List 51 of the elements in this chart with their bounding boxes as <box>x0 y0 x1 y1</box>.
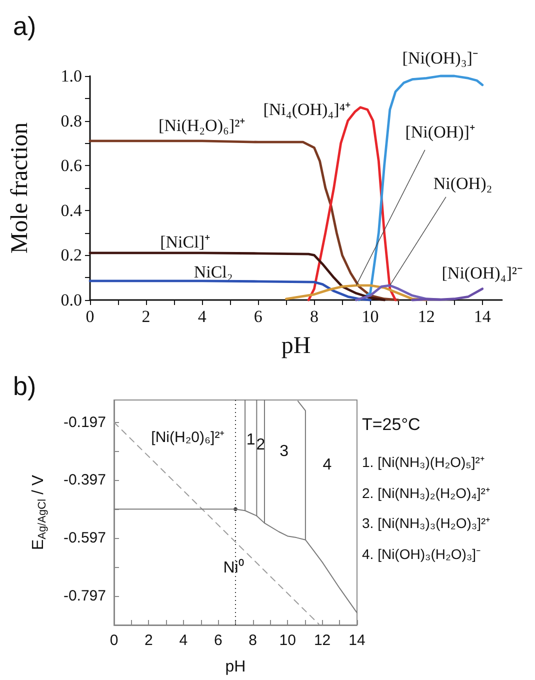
series-label: [Ni(H₂O)₆]²⁺ <box>158 116 246 135</box>
text: T=25°C <box>362 415 420 434</box>
y-axis-title: Mole fraction <box>7 122 33 254</box>
y-tick-label: 0.0 <box>60 290 82 310</box>
x-tick-label: 4 <box>179 632 188 649</box>
x-tick-label: 14 <box>348 632 366 649</box>
x-tick-label: 8 <box>248 632 258 649</box>
x-tick-label: 10 <box>362 307 379 326</box>
x-tick-label: 12 <box>314 632 331 649</box>
chart-title: b) <box>13 371 36 401</box>
y-tick-label: -0.797 <box>63 588 106 605</box>
y-tick-label: 0.2 <box>60 246 82 265</box>
x-tick-label: 12 <box>418 307 435 326</box>
y-axis-title: EAg/AgCl / V <box>30 474 48 550</box>
x-tick-label: 8 <box>310 307 318 326</box>
series-label: NiCl₂ <box>194 262 233 282</box>
y-tick-label: 0.8 <box>60 111 82 130</box>
annotation: Ni⁰ <box>223 558 244 576</box>
series-label: [NiCl]⁺ <box>160 232 210 252</box>
annotation: 4 <box>322 456 332 474</box>
chart-title: a) <box>13 11 36 41</box>
annotation: 3 <box>280 442 289 460</box>
x-tick-label: 2 <box>142 307 150 326</box>
y-tick-label: 0.4 <box>60 200 82 220</box>
text: 1. [Ni(NH₃)(H₂O)₅]²⁺ <box>362 454 485 470</box>
x-axis-title: pH <box>225 658 246 676</box>
annotation: 1 <box>246 431 256 448</box>
annotation: 2 <box>256 436 266 454</box>
text: 2. [Ni(NH₃)₂(H₂O)₄]²⁺ <box>362 485 490 501</box>
y-tick-label: 1.0 <box>60 66 82 86</box>
text: 4. [Ni(OH)₃(H₂O)₃]⁻ <box>362 546 482 562</box>
text: [Ni(OH)]⁺ <box>405 122 476 142</box>
y-tick-label: -0.197 <box>63 414 106 431</box>
y-tick-label: -0.397 <box>63 472 106 489</box>
x-tick-label: 2 <box>144 632 153 649</box>
x-tick-label: 10 <box>279 632 296 649</box>
x-tick-label: 4 <box>198 307 207 326</box>
x-axis-title: pH <box>281 333 311 359</box>
y-tick-label: 0.6 <box>60 156 82 176</box>
text: 3. [Ni(NH₃)₃(H₂O)₃]²⁺ <box>362 515 491 531</box>
text: Ni(OH)₂ <box>433 174 492 194</box>
x-tick-label: 6 <box>214 632 222 649</box>
annotation: [Ni(H₂0)₆]²⁺ <box>151 428 225 446</box>
series-label: [Ni₄(OH)₄]⁴⁺ <box>263 100 352 120</box>
x-tick-label: 0 <box>86 307 94 326</box>
x-tick-label: 6 <box>254 307 262 326</box>
series-label: [Ni(OH)₃]⁻ <box>402 48 478 68</box>
series-label: [Ni(OH)₄]²⁻ <box>442 264 523 283</box>
x-tick-label: 14 <box>474 307 492 326</box>
x-tick-label: 0 <box>110 632 118 649</box>
y-tick-label: -0.597 <box>63 530 106 547</box>
